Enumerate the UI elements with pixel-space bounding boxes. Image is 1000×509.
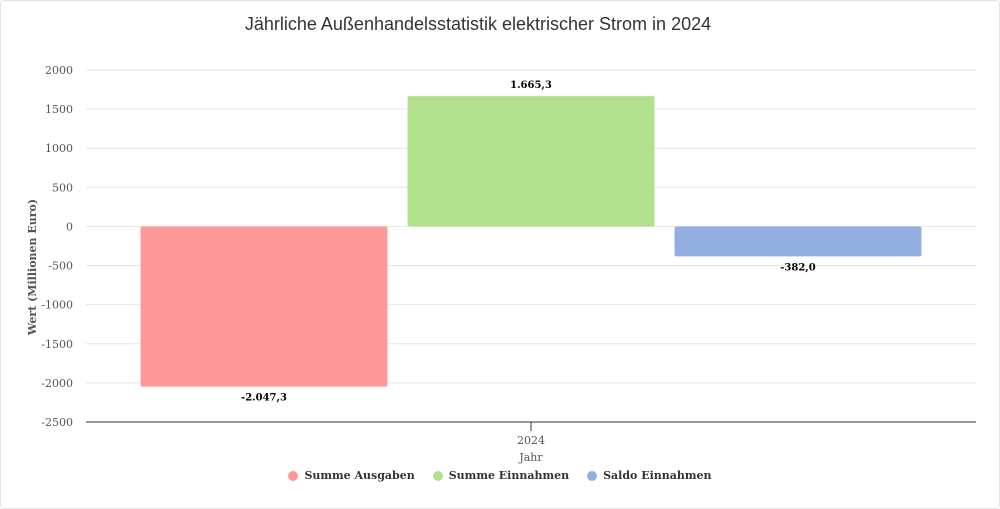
- legend-label: Summe Einnahmen: [448, 469, 570, 482]
- data-label: -382,0: [780, 262, 816, 273]
- legend-label: Saldo Einnahmen: [603, 469, 712, 482]
- legend-item-summe-ausgaben[interactable]: Summe Ausgaben: [288, 469, 415, 482]
- legend-item-saldo-einnahmen[interactable]: Saldo Einnahmen: [587, 469, 712, 482]
- y-axis-title: Wert (Millionen Euro): [26, 199, 39, 336]
- chart-plot: 2000 1500 1000 500 0 -500 -1000 -1500 -2000 -2500…: [26, 64, 976, 464]
- y-tick-label: -2000: [41, 377, 73, 390]
- y-tick-label: 0: [66, 220, 73, 233]
- bar-summe-ausgaben[interactable]: [140, 226, 388, 387]
- bars: [140, 96, 922, 387]
- x-tick-label: 2024: [517, 434, 545, 447]
- data-label: -2.047,3: [241, 393, 287, 404]
- bar-saldo-einnahmen[interactable]: [674, 226, 922, 257]
- bar-summe-einnahmen[interactable]: [407, 96, 655, 227]
- data-label: 1.665,3: [510, 80, 552, 91]
- y-tick-label: -1500: [41, 338, 73, 351]
- y-tick-label: 1000: [45, 142, 73, 155]
- y-tick-label: -1000: [41, 299, 73, 312]
- legend-marker: [288, 470, 299, 481]
- legend-marker: [432, 470, 443, 481]
- legend: Summe Ausgaben Summe Einnahmen Saldo Ein…: [0, 469, 1000, 482]
- legend-marker: [587, 470, 598, 481]
- y-tick-label: -500: [48, 260, 73, 273]
- y-tick-labels: 2000 1500 1000 500 0 -500 -1000 -1500 -2000 -2500: [41, 64, 73, 429]
- chart-title: Jährliche Außenhandelsstatistik elektris…: [244, 14, 712, 34]
- y-tick-label: 500: [52, 181, 73, 194]
- y-tick-label: -2500: [41, 416, 73, 429]
- legend-item-summe-einnahmen[interactable]: Summe Einnahmen: [432, 469, 570, 482]
- data-labels: -2.047,3 1.665,3 -382,0: [241, 80, 816, 403]
- x-axis-title: Jahr: [518, 451, 543, 464]
- y-tick-label: 1500: [45, 103, 73, 116]
- y-tick-label: 2000: [45, 64, 73, 77]
- legend-label: Summe Ausgaben: [304, 469, 415, 482]
